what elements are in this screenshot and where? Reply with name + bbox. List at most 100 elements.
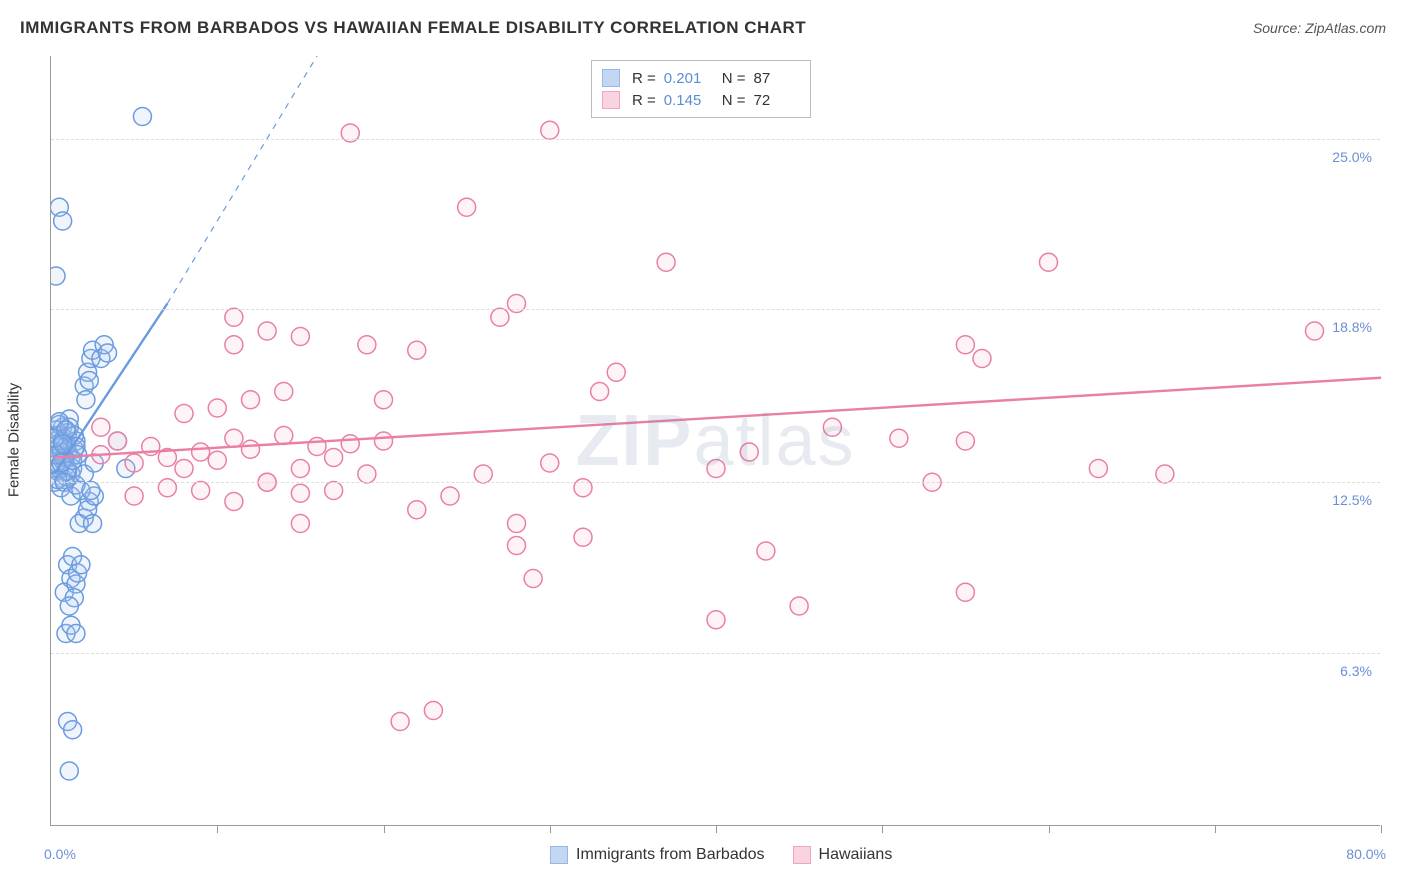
data-point-barbados [64,721,82,739]
data-point-hawaiians [125,454,143,472]
x-tick [384,825,385,833]
data-point-barbados [60,762,78,780]
data-point-hawaiians [591,383,609,401]
legend-label: Immigrants from Barbados [576,846,765,864]
data-point-hawaiians [474,465,492,483]
data-point-hawaiians [192,443,210,461]
data-point-hawaiians [258,322,276,340]
y-tick-label: 18.8% [1332,319,1372,335]
r-value: 0.201 [664,70,710,87]
data-point-hawaiians [574,528,592,546]
x-tick [1381,825,1382,833]
r-label: R = [632,92,656,109]
data-point-hawaiians [408,341,426,359]
data-point-barbados [77,391,95,409]
data-point-hawaiians [208,451,226,469]
data-point-hawaiians [225,308,243,326]
data-point-hawaiians [757,542,775,560]
data-point-hawaiians [541,121,559,139]
legend-swatch-barbados [602,69,620,87]
data-point-barbados [54,212,72,230]
data-point-hawaiians [358,336,376,354]
legend-series: Immigrants from Barbados Hawaiians [550,846,892,864]
x-tick [217,825,218,833]
y-tick-label: 25.0% [1332,149,1372,165]
data-point-hawaiians [956,583,974,601]
data-point-hawaiians [1306,322,1324,340]
data-point-hawaiians [291,515,309,533]
data-point-hawaiians [740,443,758,461]
legend-stat-row-hawaiians: R =0.145N =72 [602,89,800,111]
data-point-barbados [133,108,151,126]
data-point-hawaiians [325,482,343,500]
grid-line [51,139,1380,140]
legend-swatch-hawaiians [793,846,811,864]
data-point-hawaiians [391,713,409,731]
data-point-hawaiians [823,418,841,436]
data-point-hawaiians [491,308,509,326]
legend-item-hawaiians: Hawaiians [793,846,893,864]
chart-header: IMMIGRANTS FROM BARBADOS VS HAWAIIAN FEM… [20,18,1386,38]
data-point-hawaiians [607,363,625,381]
data-point-hawaiians [524,570,542,588]
data-point-hawaiians [225,336,243,354]
legend-label: Hawaiians [819,846,893,864]
data-point-hawaiians [291,484,309,502]
data-point-hawaiians [375,432,393,450]
legend-swatch-barbados [550,846,568,864]
data-point-hawaiians [441,487,459,505]
data-point-hawaiians [175,405,193,423]
legend-correlation-box: R =0.201N =87R =0.145N =72 [591,60,811,118]
data-point-hawaiians [125,487,143,505]
data-point-barbados [80,372,98,390]
data-point-barbados [84,515,102,533]
source-value: ZipAtlas.com [1305,20,1386,36]
r-label: R = [632,70,656,87]
data-point-hawaiians [508,537,526,555]
data-point-hawaiians [657,253,675,271]
data-point-barbados [67,625,85,643]
x-min-label: 0.0% [44,846,76,862]
x-tick [882,825,883,833]
data-point-hawaiians [291,460,309,478]
data-point-hawaiians [109,432,127,450]
data-point-hawaiians [208,399,226,417]
scatter-svg [51,56,1381,826]
data-point-hawaiians [707,460,725,478]
r-value: 0.145 [664,92,710,109]
legend-stat-row-barbados: R = 0.201 N = 87 [602,67,800,89]
data-point-hawaiians [225,493,243,511]
x-tick [716,825,717,833]
data-point-hawaiians [890,429,908,447]
data-point-hawaiians [225,429,243,447]
data-point-hawaiians [790,597,808,615]
x-tick [1049,825,1050,833]
data-point-hawaiians [192,482,210,500]
x-tick [550,825,551,833]
y-tick-label: 6.3% [1340,663,1372,679]
grid-line [51,309,1380,310]
data-point-hawaiians [458,198,476,216]
n-label: N = [722,70,746,87]
n-label: N = [722,92,746,109]
data-point-hawaiians [341,435,359,453]
n-value: 87 [754,70,800,87]
data-point-barbados [72,556,90,574]
y-axis-title: Female Disability [6,383,23,497]
data-point-hawaiians [325,449,343,467]
trend-line-hawaiians [54,378,1381,458]
data-point-hawaiians [375,391,393,409]
data-point-hawaiians [956,336,974,354]
data-point-hawaiians [175,460,193,478]
data-point-hawaiians [541,454,559,472]
source-label: Source: [1253,20,1301,36]
trend-line-dashed-barbados [167,56,350,304]
source-attribution: Source: ZipAtlas.com [1253,20,1386,36]
data-point-barbados [82,482,100,500]
data-point-hawaiians [275,383,293,401]
data-point-hawaiians [1040,253,1058,271]
legend-item-barbados: Immigrants from Barbados [550,846,765,864]
plot-area: 6.3%12.5%18.8%25.0% ZIPatlas R =0.201N =… [50,56,1380,826]
data-point-hawaiians [275,427,293,445]
x-max-label: 80.0% [1346,846,1386,862]
